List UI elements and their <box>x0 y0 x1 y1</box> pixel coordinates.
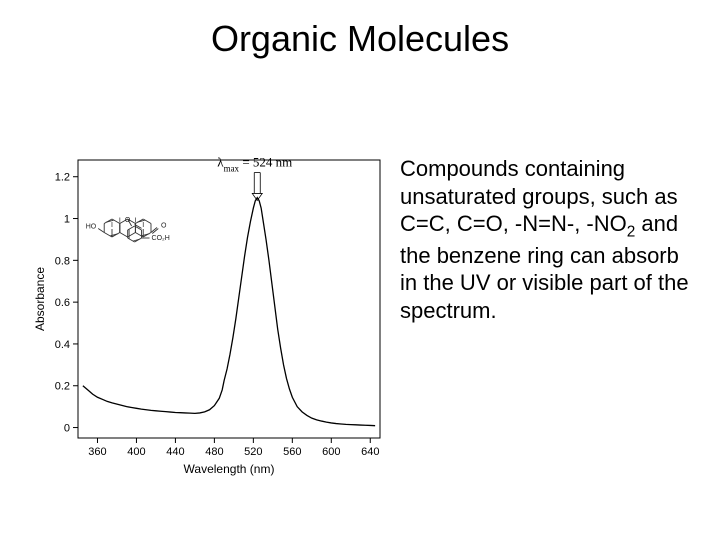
svg-text:560: 560 <box>283 446 301 458</box>
page-title: Organic Molecules <box>0 18 720 60</box>
svg-text:I: I <box>119 218 121 225</box>
svg-text:520: 520 <box>244 446 262 458</box>
svg-text:0.2: 0.2 <box>55 381 70 393</box>
svg-text:I: I <box>134 218 136 225</box>
svg-text:0: 0 <box>64 423 70 435</box>
svg-text:480: 480 <box>205 446 223 458</box>
svg-text:Absorbance: Absorbance <box>33 267 47 331</box>
svg-text:1: 1 <box>64 214 70 226</box>
slide: Organic Molecules Compounds containing u… <box>0 0 720 540</box>
svg-text:0.8: 0.8 <box>55 255 70 267</box>
svg-text:0.6: 0.6 <box>55 297 70 309</box>
svg-text:CO₂H: CO₂H <box>152 235 170 242</box>
absorbance-chart: 360 400 440 480 520 560 600 640 Wavelength (nm) 0… <box>30 150 390 490</box>
chart-svg: 360 400 440 480 520 560 600 640 Wavelength (nm) 0… <box>30 150 390 490</box>
svg-text:400: 400 <box>127 446 145 458</box>
svg-text:O: O <box>161 223 167 230</box>
svg-text:600: 600 <box>322 446 340 458</box>
svg-text:I: I <box>111 222 113 229</box>
svg-text:440: 440 <box>166 446 184 458</box>
svg-text:0.4: 0.4 <box>55 339 70 351</box>
svg-text:Wavelength (nm): Wavelength (nm) <box>184 462 275 476</box>
body-paragraph: Compounds containing unsaturated groups,… <box>400 155 700 324</box>
svg-text:640: 640 <box>361 446 379 458</box>
svg-text:360: 360 <box>88 446 106 458</box>
svg-text:λmax = 524 nm: λmax = 524 nm <box>217 155 292 174</box>
svg-text:HO: HO <box>86 224 97 231</box>
svg-text:1.2: 1.2 <box>55 172 70 184</box>
svg-text:I: I <box>142 222 144 229</box>
